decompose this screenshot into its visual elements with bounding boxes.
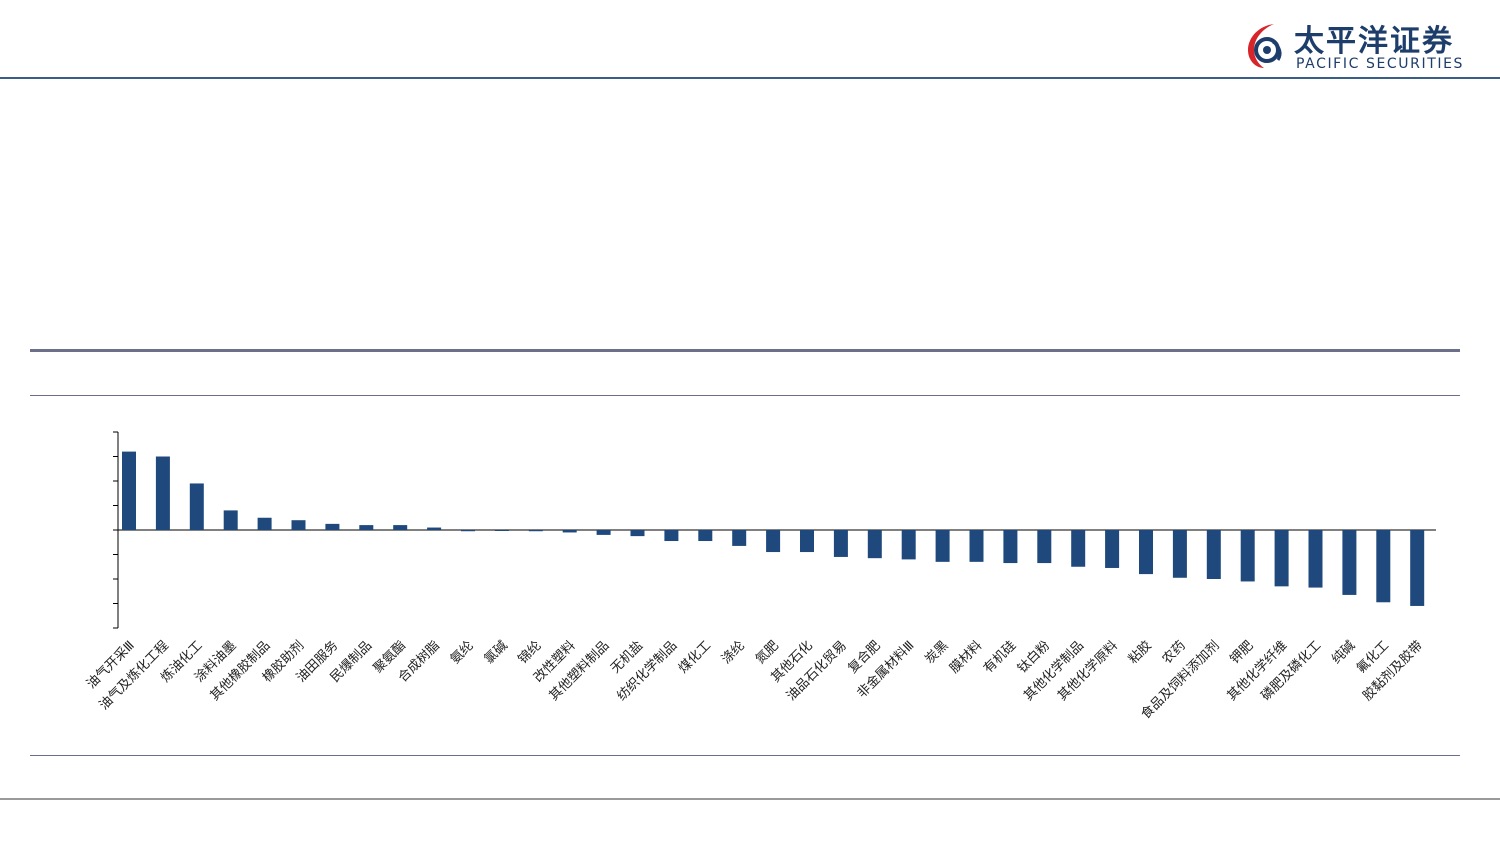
bar-14 — [562, 530, 577, 533]
chart-bars — [122, 451, 1425, 606]
bar-26 — [969, 530, 984, 562]
section-rule-top — [30, 349, 1460, 352]
bar-4 — [223, 510, 238, 530]
bar-13 — [528, 530, 543, 532]
category-label: 油品石化贸易 — [784, 638, 850, 704]
category-label: 锦纶 — [516, 638, 545, 667]
bar-17 — [664, 530, 679, 542]
bar-31 — [1139, 530, 1153, 575]
category-label: 有机硅 — [981, 638, 1019, 676]
bar-37 — [1342, 530, 1357, 595]
brand-logo: 太平洋证券 PACIFIC SECURITIES — [1244, 16, 1484, 72]
bar-32 — [1172, 530, 1187, 578]
bar-23 — [867, 530, 882, 559]
category-label: 钾肥 — [1228, 638, 1257, 667]
bar-5 — [257, 517, 272, 530]
bar-19 — [732, 530, 747, 546]
bar-12 — [494, 530, 509, 531]
category-label: 粘胶 — [1125, 638, 1155, 668]
bar-35 — [1274, 530, 1289, 587]
bar-10 — [427, 527, 442, 530]
category-label: 炭黑 — [922, 638, 951, 667]
bar-33 — [1206, 530, 1221, 579]
bar-28 — [1037, 530, 1052, 564]
chart-category-labels: 油气开采Ⅲ油气及炼化工程炼油化工涂料油墨其他橡胶制品橡胶助剂油田服务民爆制品聚氨… — [83, 638, 1426, 723]
bar-34 — [1240, 530, 1255, 582]
category-label: 农药 — [1160, 638, 1189, 667]
category-label: 磷肥及磷化工 — [1259, 638, 1325, 704]
bar-21 — [800, 530, 814, 553]
section-rule-title — [30, 395, 1460, 396]
brand-name-cn: 太平洋证券 — [1294, 24, 1454, 59]
bar-29 — [1071, 530, 1086, 567]
bar-15 — [596, 530, 611, 535]
bar-9 — [393, 525, 408, 530]
bar-25 — [935, 530, 950, 562]
category-label: 氯碱 — [482, 638, 511, 667]
bar-39 — [1410, 530, 1425, 606]
bar-1 — [122, 451, 136, 530]
bar-2 — [155, 456, 170, 530]
bar-16 — [630, 530, 645, 537]
chart-rule-bottom — [30, 755, 1460, 756]
brand-name-en: PACIFIC SECURITIES — [1296, 56, 1465, 72]
bar-36 — [1308, 530, 1323, 588]
category-label: 氮肥 — [753, 638, 782, 667]
bar-27 — [1003, 530, 1018, 564]
bar-11 — [461, 530, 475, 532]
header-rule — [0, 77, 1500, 79]
bar-3 — [189, 483, 204, 530]
category-label: 氨纶 — [448, 638, 477, 667]
category-label: 煤化工 — [676, 638, 714, 676]
category-label: 涤纶 — [719, 638, 748, 667]
footer-rule — [0, 798, 1500, 800]
bar-18 — [698, 530, 713, 542]
bar-38 — [1376, 530, 1391, 603]
bar-20 — [766, 530, 781, 553]
category-label: 膜材料 — [947, 638, 985, 676]
bar-24 — [901, 530, 916, 560]
bar-22 — [833, 530, 848, 557]
bar-8 — [359, 525, 374, 530]
category-label: 纯碱 — [1329, 638, 1358, 667]
bar-30 — [1105, 530, 1120, 568]
category-label: 其他塑料制品 — [547, 638, 613, 704]
brand-mark-icon — [1248, 24, 1282, 68]
bar-7 — [325, 523, 340, 530]
bar-6 — [291, 520, 306, 530]
